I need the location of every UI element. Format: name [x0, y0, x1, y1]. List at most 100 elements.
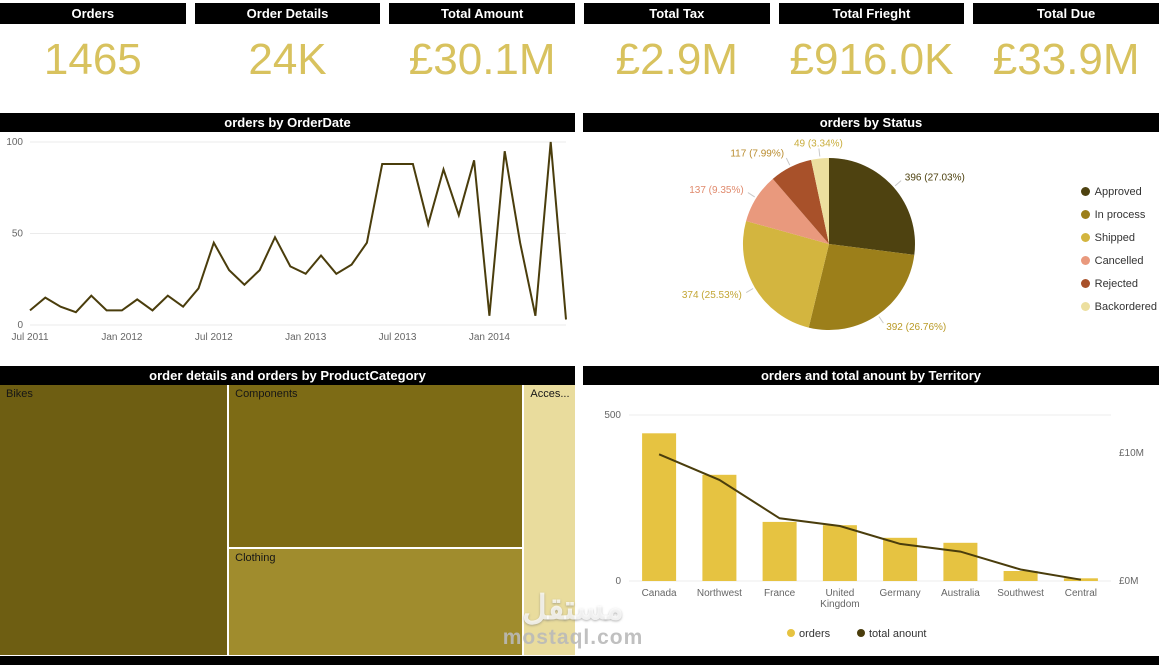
orderdate-chart-title: orders by OrderDate: [0, 113, 575, 132]
status-chart-title: orders by Status: [583, 113, 1159, 132]
orders-by-orderdate-chart[interactable]: 0 50 100 Jul 2011 Jan 2012 Jul 2012 Jan 2013 Ju…: [0, 132, 575, 360]
x-axis-tick: France: [764, 588, 796, 599]
pie-leader-line: [785, 157, 791, 166]
status-legend-item-shipped[interactable]: Shipped: [1080, 226, 1157, 249]
territory-bar-southwest[interactable]: [1003, 571, 1038, 581]
kpi-header-total-freight: Total Frieght: [778, 3, 965, 24]
status-legend-item-in-process[interactable]: In process: [1080, 203, 1157, 226]
legend-label: Rejected: [1094, 277, 1139, 290]
pie-data-label: 392 (26.76%): [886, 322, 946, 333]
pie-data-label: 396 (27.03%): [905, 172, 965, 183]
pie-slice-cancelled[interactable]: [746, 178, 829, 244]
legend-dot-icon: [1080, 279, 1090, 288]
territory-bar-united-kingdom[interactable]: [822, 525, 857, 581]
pie-leader-line: [745, 288, 754, 294]
pie-data-label: 137 (9.35%): [689, 185, 743, 196]
status-legend-item-approved[interactable]: Approved: [1080, 180, 1157, 203]
territory-title: orders and total anount by Territory: [583, 366, 1159, 385]
pie-data-label: 374 (25.53%): [682, 290, 742, 301]
productcategory-panel: order details and orders by ProductCateg…: [0, 366, 575, 655]
legend-label: Approved: [1094, 185, 1142, 198]
kpi-value-orders: 1465: [43, 35, 142, 84]
status-legend: Approved In process Shipped Cancelled Reject…: [1080, 180, 1157, 318]
combo-legend-total-amount-label[interactable]: total anount: [869, 628, 927, 640]
kpi-header-total-due: Total Due: [973, 3, 1159, 24]
legend-label: Backordered: [1094, 300, 1157, 313]
status-legend-item-cancelled[interactable]: Cancelled: [1080, 249, 1157, 272]
pie-slice-in-process[interactable]: [808, 244, 915, 331]
treemap-label: Clothing: [235, 551, 276, 564]
treemap-block-components[interactable]: Components: [229, 385, 523, 547]
combo-legend-orders-label[interactable]: orders: [799, 628, 831, 640]
kpi-value-order-details: 24K: [248, 35, 327, 84]
kpi-value-total-freight: £916.0K: [789, 35, 954, 84]
x-axis-tick: Northwest: [697, 588, 742, 599]
legend-dot-orders-icon: [787, 629, 795, 637]
treemap-block-bikes[interactable]: Bikes: [0, 385, 228, 655]
x-axis-tick: United Kingdom: [820, 588, 859, 610]
treemap-label: Bikes: [6, 388, 33, 400]
kpi-header-row: Orders Order Details Total Amount Total …: [0, 0, 1159, 24]
pie-data-label: 117 (7.99%): [730, 149, 784, 160]
treemap-block-acces[interactable]: Acces...: [524, 385, 575, 655]
kpi-header-total-tax: Total Tax: [584, 3, 770, 24]
pie-leader-line: [878, 316, 884, 324]
status-pie-body: 396 (27.03%) 392 (26.76%) 374 (25.53%) 137 …: [583, 132, 1159, 360]
kpi-header-orders: Orders: [0, 3, 186, 24]
x-axis-tick: Canada: [642, 588, 677, 599]
left-axis-tick: 0: [615, 576, 621, 587]
legend-dot-icon: [1080, 210, 1090, 219]
pie-slice-shipped[interactable]: [742, 221, 829, 328]
treemap-label: Acces...: [530, 388, 570, 400]
pie-leader-line: [894, 180, 902, 187]
orders-by-status-pie[interactable]: 396 (27.03%) 392 (26.76%) 374 (25.53%) 137 …: [583, 132, 1159, 360]
charts-row-1: orders by OrderDate 0 50 100 Jul 2011 Jan 20…: [0, 113, 1159, 360]
pie-slice-rejected[interactable]: [772, 159, 829, 244]
x-axis-tick: Australia: [941, 588, 980, 599]
legend-dot-icon: [1080, 187, 1090, 196]
right-axis-tick: £10M: [1119, 448, 1144, 459]
x-axis-tick: Jul 2013: [379, 332, 417, 343]
right-axis-tick: £0M: [1119, 576, 1138, 587]
y-axis-tick: 0: [17, 320, 23, 331]
legend-dot-icon: [1080, 256, 1090, 265]
territory-bar-canada[interactable]: [642, 433, 677, 581]
territory-combo-chart[interactable]: 0 500 £0M £10M Canada Northwest France United Ki…: [583, 385, 1159, 655]
kpi-header-total-amount: Total Amount: [389, 3, 575, 24]
status-legend-item-rejected[interactable]: Rejected: [1080, 272, 1157, 295]
pie-data-label: 49 (3.34%): [794, 139, 843, 150]
orderdate-chart-panel: orders by OrderDate 0 50 100 Jul 2011 Jan 20…: [0, 113, 575, 360]
y-axis-tick: 100: [6, 137, 23, 148]
kpi-value-row: 1465 24K £30.1M £2.9M £916.0K £33.9M: [0, 24, 1159, 95]
left-axis-tick: 500: [604, 410, 621, 421]
territory-bar-northwest[interactable]: [702, 474, 737, 581]
legend-label: In process: [1094, 208, 1146, 221]
legend-label: Cancelled: [1094, 254, 1144, 267]
status-legend-item-backordered[interactable]: Backordered: [1080, 295, 1157, 318]
x-axis-tick: Germany: [880, 588, 921, 599]
x-axis-tick: Jan 2012: [101, 332, 143, 343]
kpi-value-total-due: £33.9M: [992, 35, 1140, 84]
pie-slice-backordered[interactable]: [811, 158, 829, 244]
bottom-bar: [0, 656, 1159, 665]
productcategory-title: order details and orders by ProductCateg…: [0, 366, 575, 385]
x-axis-tick: Jul 2011: [11, 332, 49, 343]
legend-dot-icon: [1080, 302, 1090, 311]
total-amount-line-series[interactable]: [658, 453, 1082, 581]
treemap-block-clothing[interactable]: Clothing: [229, 548, 523, 655]
y-axis-tick: 50: [12, 229, 24, 240]
territory-panel: orders and total anount by Territory 0 50…: [583, 366, 1159, 655]
territory-bar-australia[interactable]: [943, 542, 978, 581]
pie-leader-line: [747, 192, 755, 198]
x-axis-tick: Jan 2014: [469, 332, 511, 343]
kpi-header-order-details: Order Details: [194, 3, 381, 24]
x-axis-tick: Southwest: [997, 588, 1044, 599]
legend-dot-total-amount-icon: [857, 629, 865, 637]
pie-leader-line: [818, 148, 821, 157]
legend-dot-icon: [1080, 233, 1090, 242]
kpi-value-total-tax: £2.9M: [615, 35, 738, 84]
pie-slice-approved[interactable]: [829, 158, 915, 255]
x-axis-tick: Jan 2013: [285, 332, 327, 343]
territory-bar-france[interactable]: [762, 521, 797, 581]
orderdate-line-series[interactable]: [29, 141, 567, 320]
